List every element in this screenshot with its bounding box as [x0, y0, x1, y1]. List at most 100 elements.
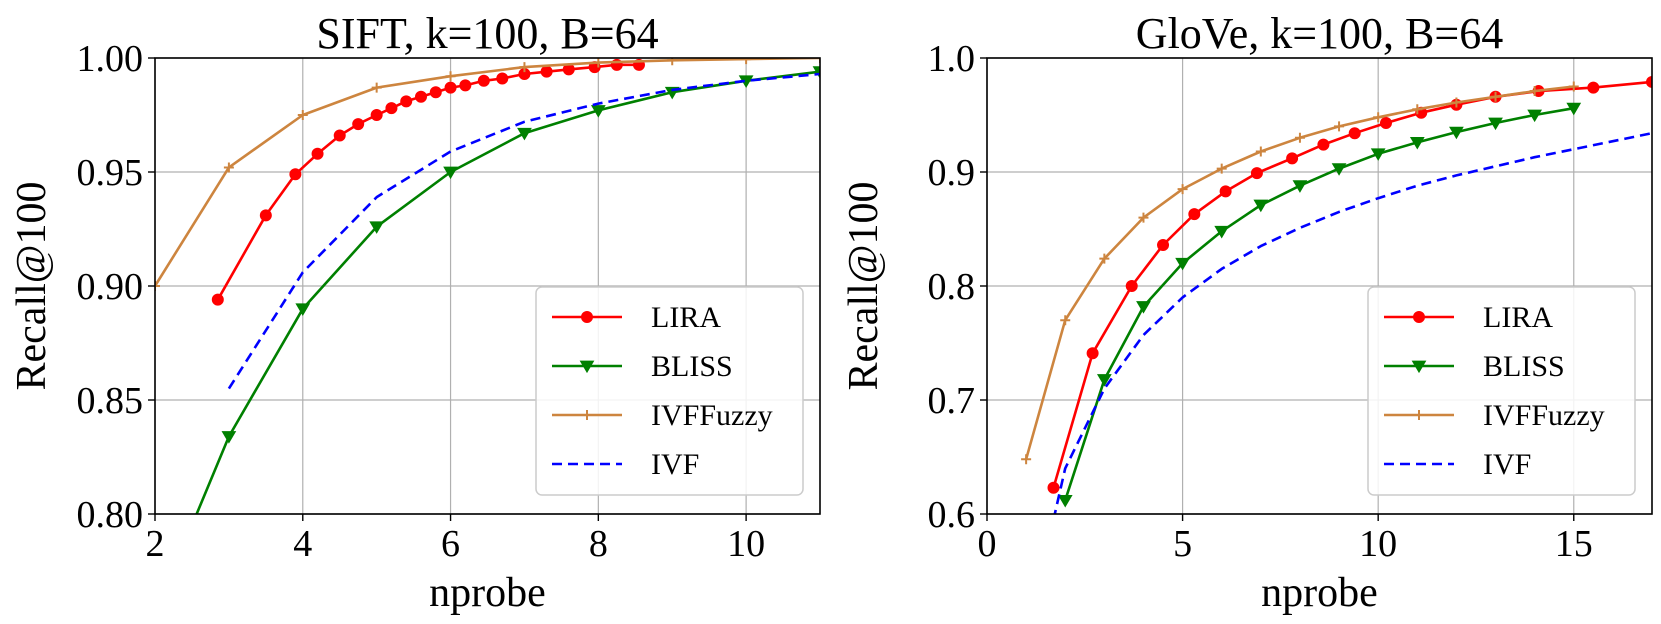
- series-lira-point: [1219, 185, 1232, 198]
- legend-label: LIRA: [1483, 301, 1553, 334]
- y-axis-label: Recall@100: [9, 182, 55, 391]
- series-lira-point: [444, 81, 457, 94]
- series-ivffuzzy-point: [1138, 212, 1149, 223]
- series-bliss-point: [295, 303, 311, 316]
- series-lira-point: [211, 293, 224, 306]
- legend-marker: [579, 360, 595, 374]
- series-lira-point: [400, 95, 413, 108]
- series-ivffuzzy-point: [223, 162, 234, 173]
- series-ivffuzzy-point: [1529, 86, 1540, 97]
- series-lira-point: [289, 168, 302, 181]
- legend-box: [535, 286, 804, 496]
- series-bliss-point: [1449, 126, 1464, 140]
- series-ivffuzzy-point: [1334, 121, 1345, 132]
- x-tick-label: 8: [589, 523, 608, 565]
- series-ivffuzzy-point: [1568, 81, 1579, 92]
- x-tick-label: 6: [441, 523, 460, 565]
- series-lira-point: [1157, 238, 1170, 251]
- y-axis-label: Recall@100: [841, 182, 887, 391]
- series-lira-point: [259, 209, 272, 222]
- x-tick-label: 0: [978, 523, 997, 565]
- series-ivffuzzy-point: [1294, 132, 1305, 143]
- y-tick-label: 1.0: [928, 38, 976, 80]
- x-tick-label: 2: [146, 523, 165, 565]
- series-bliss-point: [1331, 163, 1347, 176]
- legend-entry-lira: LIRA: [552, 301, 721, 334]
- series-ivffuzzy-point: [1490, 91, 1501, 102]
- legend: LIRA BLISS IVFFuzzy IVF: [535, 286, 804, 496]
- y-tick-label: 0.80: [77, 494, 144, 536]
- series-lira-point: [1250, 167, 1263, 180]
- series-lira-point: [1047, 481, 1060, 494]
- series-ivffuzzy-point: [1177, 184, 1188, 195]
- series-ivffuzzy-point: [519, 62, 530, 73]
- plot-area: [155, 58, 820, 514]
- series-lira-point: [540, 65, 553, 78]
- series-ivffuzzy-point: [667, 58, 678, 66]
- series-bliss-point: [1488, 117, 1503, 131]
- series-ivf-line: [1053, 131, 1652, 514]
- series-bliss-point: [1292, 180, 1308, 193]
- y-tick-label: 0.9: [928, 152, 976, 194]
- series-lira-point: [459, 79, 472, 92]
- chart-title: SIFT, k=100, B=64: [316, 9, 658, 58]
- series-ivffuzzy-point: [1412, 104, 1423, 115]
- legend-marker: [581, 311, 593, 323]
- chart-title: GloVe, k=100, B=64: [1136, 9, 1503, 58]
- series-bliss-point: [1096, 374, 1112, 387]
- x-tick-label: 15: [1555, 523, 1593, 565]
- series-lira-point: [352, 118, 365, 131]
- series-bliss-point: [1409, 136, 1425, 150]
- y-tick-label: 1.00: [77, 38, 144, 80]
- legend-label: LIRA: [651, 301, 721, 334]
- legend-entry-lira: LIRA: [1384, 301, 1553, 334]
- series-bliss-point: [517, 127, 532, 141]
- series-lira-line: [216, 63, 639, 301]
- series-lira-point: [429, 86, 442, 99]
- x-tick-label: 10: [727, 523, 765, 565]
- legend-label: IVFFuzzy: [651, 399, 773, 432]
- series-bliss-point: [1057, 494, 1073, 508]
- x-tick-label: 10: [1359, 523, 1397, 565]
- series-lira-point: [333, 129, 346, 142]
- legend-entry-bliss: BLISS: [552, 350, 733, 383]
- series-ivffuzzy-point: [155, 281, 160, 291]
- chart-1: 2 4 6 8 10 0.80 0.85 0.90 0.95 1.00 SIFT, k=100, B…: [9, 9, 821, 616]
- series-ivffuzzy-point: [297, 110, 308, 120]
- series-bliss-point: [1370, 148, 1386, 161]
- series-ivffuzzy-point: [1216, 163, 1227, 174]
- series-bliss-point: [1136, 301, 1151, 314]
- series-lira-point: [1125, 280, 1138, 292]
- y-tick-label: 0.85: [77, 380, 144, 422]
- series-bliss-point: [443, 166, 458, 180]
- series-lira-point: [370, 109, 383, 121]
- series-lira-point: [1188, 208, 1201, 221]
- series-ivffuzzy-point: [1021, 454, 1032, 465]
- series-lira-point: [1587, 81, 1600, 94]
- y-tick-label: 0.95: [77, 152, 144, 194]
- y-tick-label: 0.6: [928, 494, 976, 536]
- series-ivffuzzy-point: [371, 82, 382, 93]
- legend-label: IVF: [651, 448, 699, 481]
- series-ivffuzzy-point: [741, 58, 752, 65]
- series-ivffuzzy-line: [155, 58, 820, 287]
- series-ivffuzzy-point: [1099, 253, 1110, 264]
- series-lira-point: [415, 90, 427, 103]
- series-lira-point: [1317, 138, 1330, 151]
- y-tick-label: 0.90: [77, 266, 144, 308]
- legend-marker: [1413, 311, 1425, 323]
- series-lira-point: [496, 72, 509, 85]
- series-bliss-point: [1566, 102, 1582, 116]
- legend-entry-bliss: BLISS: [1384, 350, 1565, 383]
- series-ivffuzzy-point: [1373, 112, 1384, 123]
- series-bliss-point: [1253, 199, 1269, 213]
- series-ivffuzzy-point: [445, 71, 456, 82]
- series-lira-point: [1286, 152, 1299, 165]
- series-bliss-point: [1175, 257, 1190, 271]
- series-lira-point: [1348, 127, 1361, 140]
- x-axis-label: nprobe: [429, 570, 546, 616]
- y-tick-label: 0.7: [928, 380, 976, 422]
- series-bliss-point: [590, 105, 606, 118]
- series-lira-point: [1646, 75, 1652, 88]
